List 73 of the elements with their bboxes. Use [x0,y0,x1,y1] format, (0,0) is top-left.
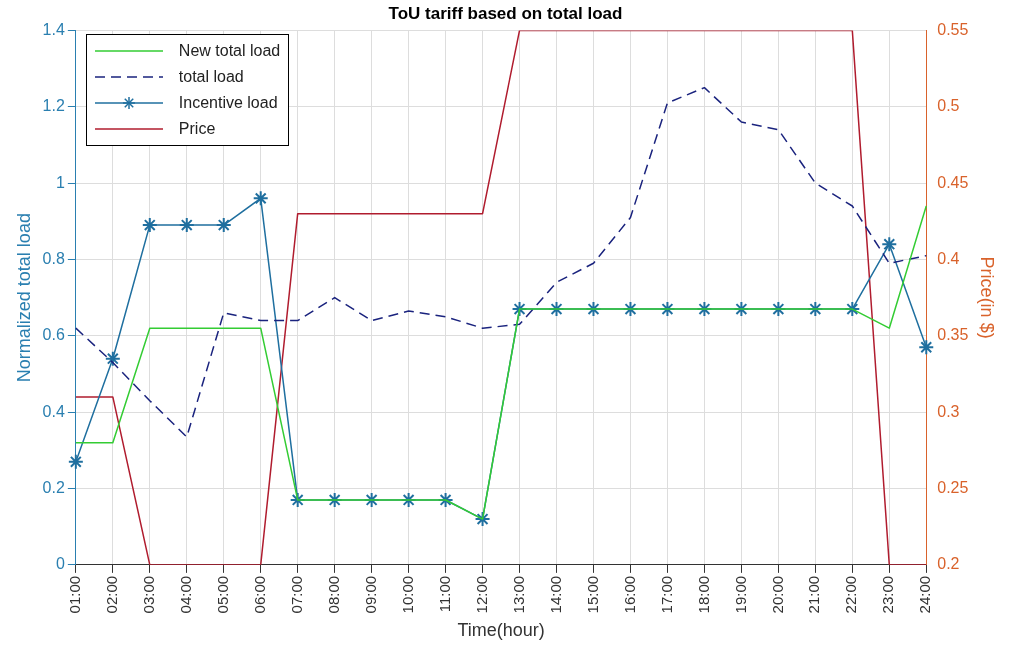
x-tick-label: 10:00 [398,575,416,614]
y2-tick-label: 0.45 [937,173,969,191]
x-tick-label: 11:00 [435,575,453,613]
point [881,236,898,253]
x-tick-label: 21:00 [805,575,823,614]
y2-tick-label: 0.4 [937,249,960,267]
x-tick-label: 15:00 [583,575,601,614]
y-tick-label: 1 [55,173,65,191]
point [252,190,269,207]
x-tick-label: 07:00 [287,575,305,614]
y-tick-label: 1.2 [42,97,65,115]
point [437,491,454,508]
x-tick-label: 22:00 [842,575,860,614]
y-tick-label: 0.4 [42,402,65,420]
point [104,350,121,367]
x-tick-label: 20:00 [768,575,786,614]
point [400,491,417,508]
point [326,491,343,508]
chart-title: ToU tariff based on total load [388,3,623,23]
point [363,491,380,508]
point [215,217,232,234]
point [67,453,84,470]
point [178,217,195,234]
x-tick-label: 23:00 [879,575,897,614]
x-tick-label: 24:00 [916,575,934,614]
point [918,339,935,356]
x-axis-title: Time(hour) [457,620,545,641]
x-tick-label: 01:00 [65,575,83,614]
x-tick-label: 09:00 [361,575,379,614]
y-axis-title: Normalized total load [13,213,34,383]
point [844,301,861,318]
y-tick-label: 0.6 [42,326,65,344]
y2-tick-label: 0.2 [937,555,960,573]
y2-tick-label: 0.5 [937,97,960,115]
point [659,301,676,318]
legend-label: Incentive load [178,93,278,114]
legend-label: New total load [178,41,281,62]
x-tick-label: 12:00 [472,575,490,614]
point [289,491,306,508]
y-tick-label: 0.8 [42,249,65,267]
y2-tick-label: 0.25 [937,478,969,496]
point [548,301,565,318]
y-tick-label: 1.4 [42,20,65,38]
y2-tick-label: 0.3 [937,402,960,420]
point [807,301,824,318]
x-tick-label: 04:00 [176,575,194,614]
y2-tick-label: 0.55 [937,20,969,38]
point [733,301,750,318]
point [141,217,158,234]
y2-tick-label: 0.35 [937,326,969,344]
y2-axis-title: Price(in $) [977,256,998,339]
point [770,301,787,318]
x-tick-label: 03:00 [139,575,157,614]
point [622,301,639,318]
x-tick-label: 18:00 [694,575,712,614]
x-tick-label: 17:00 [657,575,675,614]
x-tick-label: 19:00 [731,575,749,614]
x-tick-label: 13:00 [509,575,527,614]
point [696,301,713,318]
point [474,511,491,528]
line-series [75,86,928,438]
legend-label: Price [178,119,216,140]
x-tick-label: 02:00 [102,575,120,614]
point [511,301,528,318]
x-tick-label: 05:00 [213,575,231,614]
x-tick-label: 14:00 [546,575,564,614]
x-tick-label: 08:00 [324,575,342,614]
y-tick-label: 0 [55,555,65,573]
point [585,301,602,318]
x-tick-label: 16:00 [620,575,638,614]
legend-label: total load [178,67,244,88]
y-tick-label: 0.2 [42,478,65,496]
x-tick-label: 06:00 [250,575,268,614]
